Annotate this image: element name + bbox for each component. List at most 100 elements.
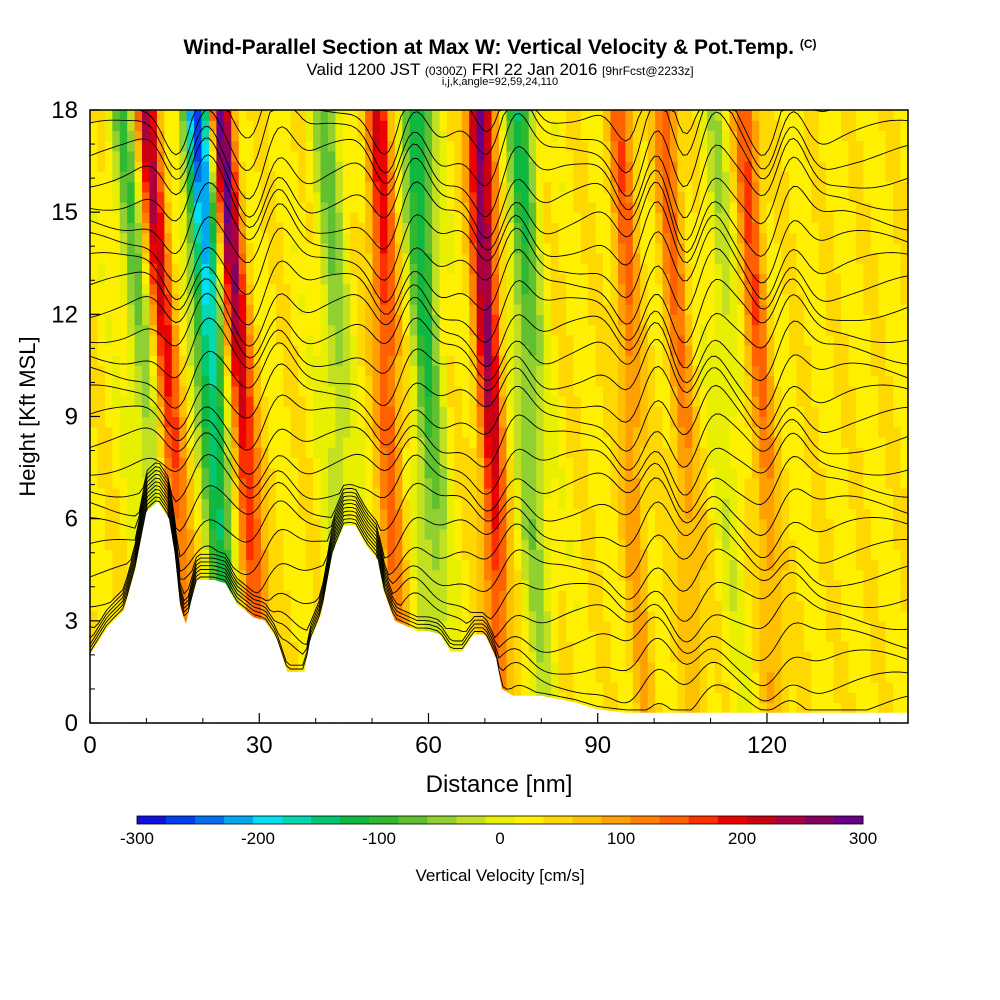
velocity-cell: [238, 120, 247, 132]
velocity-cell: [640, 549, 649, 561]
velocity-cell: [610, 161, 619, 172]
velocity-cell: [290, 569, 299, 581]
velocity-cell: [97, 181, 106, 193]
velocity-cell: [521, 375, 530, 387]
velocity-cell: [558, 467, 567, 479]
velocity-cell: [558, 283, 567, 295]
velocity-cell: [365, 181, 374, 193]
velocity-cell: [617, 212, 627, 223]
velocity-cell: [357, 191, 366, 203]
velocity-cell: [372, 498, 381, 510]
velocity-cell: [417, 436, 426, 448]
velocity-cell: [380, 539, 389, 550]
velocity-cell: [506, 130, 515, 142]
velocity-cell: [461, 191, 470, 203]
velocity-cell: [365, 232, 374, 244]
velocity-cell: [268, 304, 277, 315]
velocity-cell: [655, 171, 664, 183]
velocity-cell: [469, 508, 478, 520]
velocity-cell: [112, 477, 121, 489]
velocity-cell: [417, 457, 426, 469]
velocity-cell: [610, 120, 619, 132]
velocity-cell: [439, 436, 448, 448]
velocity-cell: [142, 232, 151, 244]
velocity-cell: [201, 436, 210, 448]
velocity-cell: [432, 304, 441, 315]
velocity-cell: [684, 120, 693, 132]
velocity-cell: [662, 181, 671, 193]
velocity-cell: [298, 242, 307, 254]
velocity-cell: [439, 620, 448, 632]
velocity-cell: [603, 426, 612, 438]
velocity-cell: [171, 498, 180, 510]
velocity-cell: [573, 477, 582, 489]
velocity-cell: [513, 416, 522, 428]
velocity-cell: [275, 559, 284, 571]
velocity-cell: [216, 314, 225, 326]
velocity-cell: [647, 559, 656, 571]
velocity-cell: [484, 385, 493, 397]
velocity-cell: [670, 161, 679, 172]
velocity-cell: [194, 171, 203, 183]
velocity-cell: [499, 314, 508, 326]
velocity-cell: [231, 355, 240, 367]
velocity-cell: [417, 467, 426, 479]
velocity-cell: [246, 314, 255, 326]
velocity-cell: [335, 467, 344, 479]
velocity-cell: [365, 283, 374, 295]
velocity-cell: [513, 293, 522, 305]
velocity-cell: [275, 620, 284, 632]
velocity-cell: [186, 518, 195, 530]
velocity-cell: [298, 263, 307, 275]
velocity-cell: [164, 385, 173, 397]
velocity-cell: [543, 651, 552, 663]
velocity-cell: [625, 498, 634, 510]
velocity-cell: [402, 242, 411, 254]
velocity-cell: [372, 477, 381, 489]
velocity-cell: [305, 191, 314, 203]
velocity-cell: [662, 641, 671, 653]
velocity-cell: [699, 447, 708, 458]
velocity-cell: [551, 447, 560, 458]
velocity-cell: [253, 191, 262, 203]
velocity-cell: [476, 385, 485, 397]
velocity-cell: [313, 212, 322, 223]
velocity-cell: [261, 161, 270, 172]
velocity-cell: [268, 579, 277, 591]
velocity-cell: [208, 498, 218, 510]
velocity-cell: [543, 253, 552, 264]
velocity-cell: [387, 232, 396, 244]
velocity-cell: [261, 426, 270, 438]
velocity-cell: [543, 375, 552, 387]
velocity-cell: [662, 232, 671, 244]
velocity-cell: [617, 477, 627, 489]
velocity-cell: [320, 447, 329, 458]
velocity-cell: [625, 120, 634, 132]
velocity-cell: [603, 467, 612, 479]
velocity-cell: [684, 498, 693, 510]
velocity-cell: [179, 457, 188, 469]
velocity-cell: [380, 375, 389, 387]
velocity-cell: [476, 110, 485, 121]
velocity-cell: [149, 140, 158, 152]
velocity-cell: [290, 314, 299, 326]
velocity-cell: [610, 671, 619, 683]
velocity-cell: [231, 171, 240, 183]
velocity-cell: [208, 201, 218, 213]
velocity-cell: [454, 110, 463, 121]
velocity-cell: [380, 120, 389, 132]
velocity-cell: [394, 324, 403, 336]
velocity-cell: [677, 682, 686, 693]
velocity-cell: [156, 263, 165, 275]
velocity-cell: [112, 539, 121, 550]
velocity-cell: [298, 273, 307, 285]
velocity-cell: [134, 508, 143, 520]
velocity-cell: [543, 447, 552, 458]
velocity-cell: [112, 426, 121, 438]
velocity-cell: [402, 283, 411, 295]
velocity-cell: [543, 569, 552, 581]
velocity-cell: [551, 232, 560, 244]
velocity-cell: [513, 324, 522, 336]
velocity-cell: [625, 457, 634, 469]
velocity-cell: [290, 488, 299, 499]
